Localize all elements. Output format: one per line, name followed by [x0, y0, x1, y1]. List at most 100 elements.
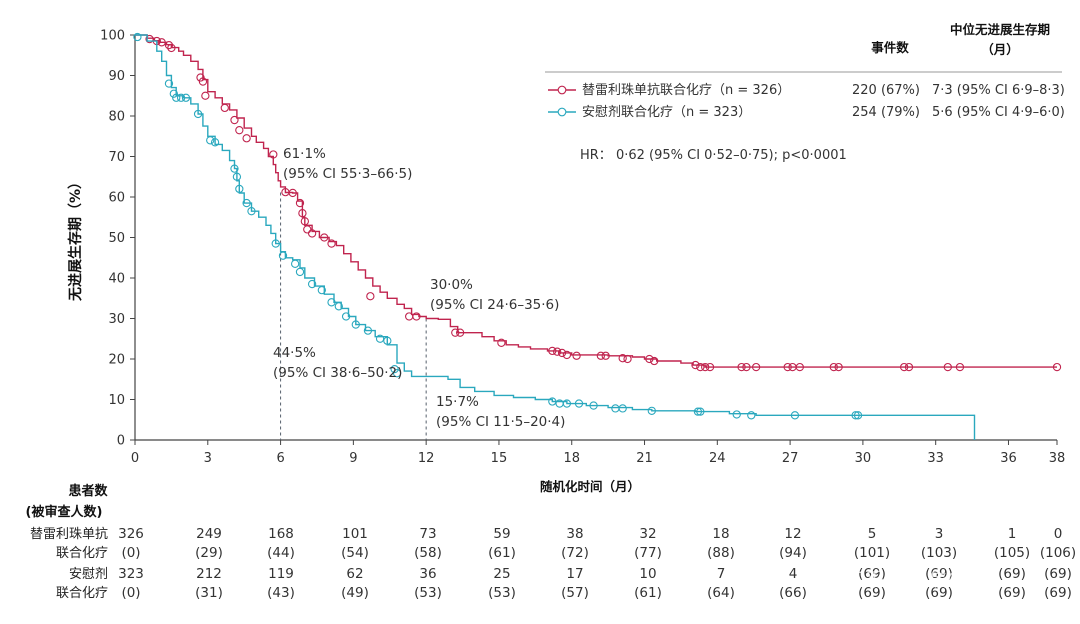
- censor-mark-1: [351, 320, 360, 329]
- risk-cell: (101): [854, 545, 890, 561]
- censor-mark-0: [904, 362, 914, 372]
- risk-cell: 25: [493, 566, 510, 582]
- censor-mark-0: [220, 103, 229, 113]
- risk-cell: (61): [634, 585, 662, 601]
- censor-mark-0: [553, 347, 562, 356]
- risk-cell: (66): [779, 585, 807, 601]
- censor-mark-1: [295, 267, 305, 277]
- risk-cell: (69): [858, 585, 886, 601]
- y-tick-label: 10: [108, 393, 125, 408]
- censor-mark-0: [230, 115, 239, 125]
- censor-mark-1: [327, 298, 336, 307]
- censor-mark-1: [290, 259, 300, 268]
- risk-cell: (44): [267, 545, 295, 561]
- censor-mark-0: [705, 362, 715, 372]
- risk-cell: 323: [118, 566, 144, 582]
- legend-median-value: 7·3 (95% CI 6·9–8·3): [932, 83, 1065, 98]
- hazard-ratio-text: HR： 0·62 (95% CI 0·52–0·75); p<0·0001: [580, 148, 847, 163]
- y-tick-label: 30: [108, 312, 125, 327]
- risk-cell: (57): [561, 585, 589, 601]
- x-tick-label: 36: [1000, 451, 1017, 466]
- censor-mark-0: [235, 126, 244, 135]
- risk-cell: 38: [566, 526, 583, 542]
- x-tick-label: 9: [349, 451, 357, 466]
- censor-mark-1: [181, 93, 191, 102]
- legend-events-value: 254 (79%): [852, 105, 920, 120]
- y-tick-label: 50: [108, 231, 125, 246]
- censor-mark-1: [307, 279, 317, 289]
- risk-cell: (0): [121, 585, 140, 601]
- y-tick-label: 40: [108, 272, 125, 287]
- y-tick-label: 80: [108, 110, 125, 125]
- censor-mark-0: [834, 362, 843, 372]
- risk-cell: 36: [419, 566, 436, 582]
- x-tick-label: 33: [927, 451, 944, 466]
- censor-mark-1: [853, 411, 863, 420]
- censor-mark-0: [320, 233, 329, 242]
- censor-mark-0: [366, 292, 375, 301]
- risk-cell: 5: [868, 526, 877, 542]
- risk-cell: 168: [268, 526, 294, 542]
- risk-cell: 326: [118, 526, 144, 542]
- censor-mark-0: [701, 362, 710, 372]
- censor-mark-0: [737, 362, 746, 372]
- censor-mark-0: [164, 40, 174, 50]
- censor-mark-1: [696, 407, 705, 416]
- censor-mark-0: [596, 351, 606, 360]
- censor-mark-1: [790, 411, 800, 420]
- censor-mark-1: [618, 404, 627, 413]
- censor-mark-0: [303, 225, 312, 234]
- x-tick-label: 24: [709, 451, 726, 466]
- censor-mark-0: [601, 351, 610, 360]
- risk-cell: 212: [196, 566, 222, 582]
- x-tick-label: 0: [131, 451, 139, 466]
- risk-cell: (69): [925, 585, 953, 601]
- risk-cell: 249: [196, 526, 222, 542]
- risk-cell: 119: [268, 566, 294, 582]
- censor-mark-0: [196, 73, 205, 82]
- risk-cell: (0): [121, 545, 140, 561]
- km-curve-1: [135, 34, 976, 440]
- censor-mark-0: [497, 338, 506, 347]
- censor-mark-0: [955, 362, 965, 372]
- risk-cell: (53): [414, 585, 442, 601]
- risk-cell: (49): [341, 585, 369, 601]
- risk-cell: (69): [1044, 585, 1072, 601]
- risk-cell: 12: [784, 526, 801, 542]
- y-tick-label: 90: [108, 69, 125, 84]
- risk-cell: (29): [195, 545, 223, 561]
- censor-mark-0: [623, 354, 632, 364]
- risk-cell: 17: [566, 566, 583, 582]
- censor-mark-1: [230, 164, 239, 173]
- annotation-percent: 15·7%: [436, 394, 479, 410]
- x-tick-label: 6: [276, 451, 284, 466]
- censor-mark-1: [317, 285, 326, 295]
- censor-mark-0: [751, 362, 761, 372]
- censor-mark-1: [392, 369, 402, 378]
- risk-cell: (106): [1040, 545, 1076, 561]
- censor-mark-0: [451, 328, 460, 337]
- censor-mark-1: [611, 404, 620, 413]
- censor-mark-0: [696, 362, 705, 372]
- risk-cell: (69): [925, 566, 953, 582]
- risk-row-label: 联合化疗: [56, 586, 108, 601]
- censor-mark-1: [247, 207, 256, 216]
- risk-cell: 73: [419, 526, 436, 542]
- censor-mark-1: [390, 364, 399, 374]
- censor-mark-1: [647, 406, 656, 415]
- censor-mark-1: [242, 198, 251, 208]
- legend-events-value: 220 (67%): [852, 83, 920, 98]
- legend-header-median-1: 中位无进展生存期: [950, 22, 1050, 37]
- risk-cell: (88): [707, 545, 735, 561]
- x-tick-label: 15: [491, 451, 508, 466]
- censor-mark-0: [829, 362, 838, 372]
- censor-mark-0: [298, 209, 307, 218]
- censor-mark-1: [375, 334, 385, 343]
- censor-mark-0: [618, 354, 627, 363]
- y-tick-label: 20: [108, 353, 125, 368]
- risk-cell: (64): [707, 585, 735, 601]
- censor-mark-0: [562, 350, 572, 360]
- risk-cell: (43): [267, 585, 295, 601]
- censor-mark-0: [650, 356, 659, 366]
- legend-header-median-2: （月）: [981, 42, 1019, 57]
